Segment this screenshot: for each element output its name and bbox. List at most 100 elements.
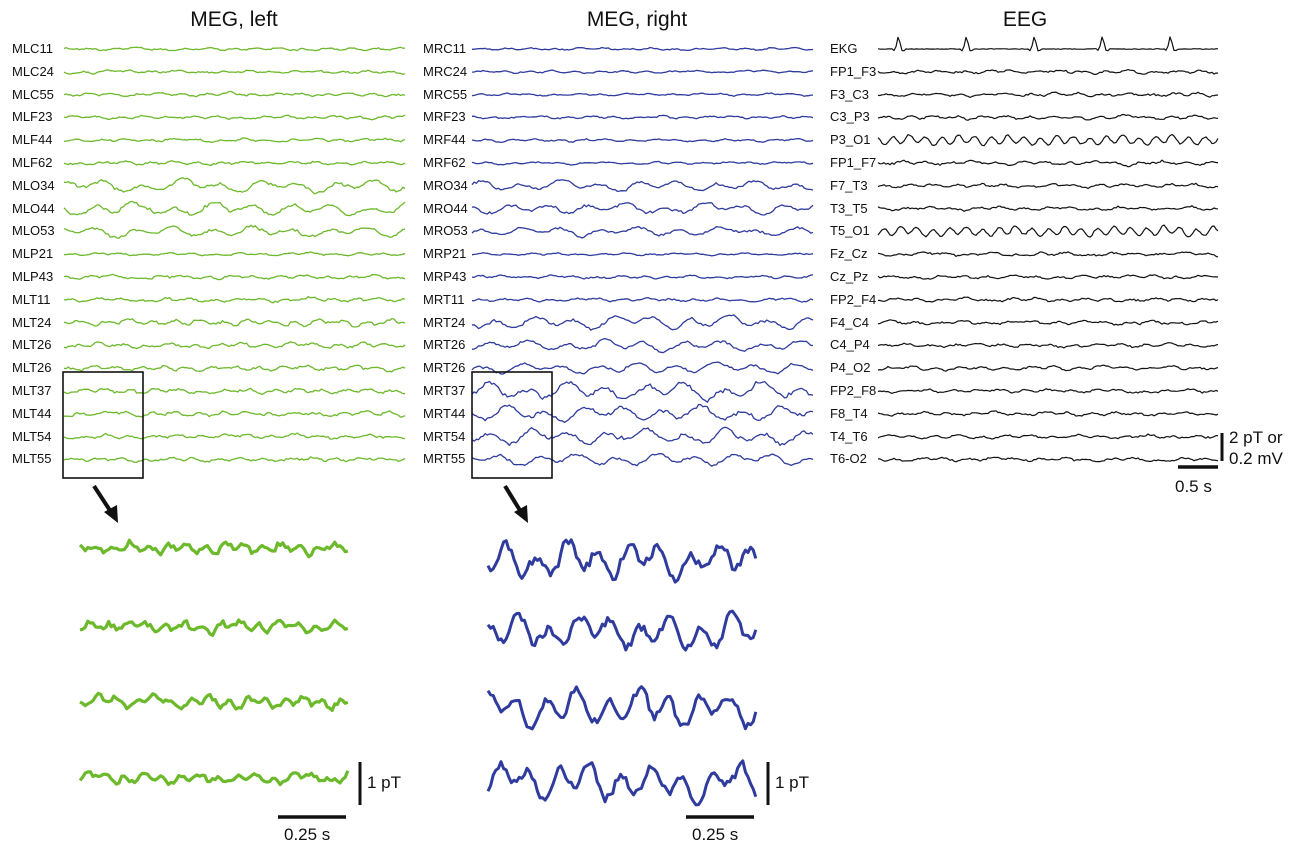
channel-label-mlt55: MLT55: [12, 451, 52, 467]
zoom-left-amplitude-label: 1 pT: [367, 773, 402, 792]
trace-mlf62-5: [63, 160, 406, 166]
channel-label-mlt54: MLT54: [12, 428, 52, 444]
channel-label-fz-cz: Fz_Cz: [830, 246, 868, 262]
trace-mlf23-3: [63, 114, 406, 121]
trace-mlo34-6: [63, 177, 406, 195]
eeg-traces: [877, 36, 1219, 463]
channel-label-f8-t4: F8_T4: [830, 405, 868, 421]
channel-label-mrt55: MRT55: [423, 451, 466, 467]
trace-mlp43-10: [63, 273, 406, 281]
trace-t5-o1: [877, 224, 1219, 238]
trace-mlt37-15: [63, 387, 406, 396]
channel-label-mrf44: MRF44: [423, 132, 466, 148]
channel-label-mlc55: MLC55: [12, 86, 54, 102]
channel-label-f4-c4: F4_C4: [830, 314, 870, 330]
title-eeg: EEG: [1002, 8, 1048, 31]
trace-mro53-8: [471, 226, 814, 239]
channel-label-mrp43: MRP43: [423, 269, 467, 284]
trace-t6-o2: [878, 456, 1219, 463]
arrow-right: [503, 484, 528, 523]
channel-label-fp2-f8: FP2_F8: [830, 383, 877, 398]
channel-label-mrf23: MRF23: [423, 109, 466, 125]
channel-label-mlo44: MLO44: [12, 200, 55, 216]
channel-label-mrc11: MRC11: [423, 41, 467, 56]
trace-ekg: [877, 36, 1219, 52]
trace-t3-t5: [877, 205, 1219, 212]
zoom-box-right: [471, 371, 553, 479]
trace-mrc11-0: [471, 46, 814, 52]
trace-t4-t6: [877, 433, 1218, 440]
zoom-left-trace-1: [78, 538, 349, 559]
channel-label-mlo53: MLO53: [12, 223, 55, 239]
trace-mrc24-1: [471, 69, 814, 75]
channel-label-mro44: MRO44: [423, 200, 468, 216]
channel-label-mrc55: MRC55: [423, 86, 468, 102]
channel-label-mrt26: MRT26: [423, 337, 466, 353]
channel-label-f7-t3: F7_T3: [830, 177, 868, 193]
trace-p3-o1: [877, 133, 1219, 147]
trace-mrt37-15: [471, 380, 814, 403]
trace-mlt26-13: [63, 341, 406, 350]
title-meg-right: MEG, right: [586, 8, 688, 31]
channel-label-fp2-f4: FP2_F4: [830, 291, 877, 307]
meg-left-traces: [63, 46, 406, 464]
trace-mlt54-17: [63, 432, 406, 440]
main-amplitude-label-2: 0.2 mV: [1229, 449, 1283, 468]
trace-f4-c4: [877, 319, 1219, 326]
trace-mrc55-2: [471, 92, 813, 97]
trace-fp1-f7: [877, 159, 1218, 168]
trace-mrt26-14: [471, 361, 814, 375]
title-meg-left: MEG, left: [190, 8, 278, 31]
trace-f7-t3: [877, 182, 1219, 190]
trace-mlt55-18: [63, 456, 406, 464]
zoom-left-traces: [78, 538, 350, 787]
channel-label-mlt26: MLT26: [12, 360, 52, 376]
main-time-label: 0.5 s: [1175, 477, 1212, 496]
trace-p4-o2: [877, 364, 1219, 372]
trace-mlo44-7: [63, 200, 406, 217]
trace-mlo53-8: [63, 224, 406, 239]
zoom-left-time-label: 0.25 s: [284, 825, 331, 844]
trace-mlt26-14: [63, 364, 406, 373]
channel-label-p3-o1: P3_O1: [830, 132, 871, 148]
channel-label-mlc24: MLC24: [12, 63, 54, 79]
channel-label-mrt44: MRT44: [423, 405, 466, 421]
channel-label-mrt24: MRT24: [423, 314, 466, 330]
channel-label-mrt11: MRT11: [423, 291, 465, 307]
trace-c4-p4: [877, 342, 1219, 349]
trace-mrt24-12: [471, 314, 814, 331]
zoom-right-trace-2: [486, 609, 758, 652]
channel-label-t4-t6: T4_T6: [830, 428, 868, 444]
zoom-right-trace-4: [486, 759, 758, 807]
channel-label-mrf62: MRF62: [423, 155, 466, 170]
zoom-left-trace-4: [78, 770, 350, 787]
channel-label-mrc24: MRC24: [423, 63, 468, 79]
trace-mrf62-5: [471, 160, 814, 166]
zoom-right-traces: [486, 538, 758, 807]
channel-label-mlo34: MLO34: [12, 177, 55, 193]
channel-label-mlt44: MLT44: [12, 405, 52, 421]
trace-mrp43-10: [471, 274, 814, 280]
trace-mlp21-9: [64, 251, 406, 257]
zoom-left-trace-3: [79, 691, 349, 712]
trace-f3-c3: [877, 91, 1218, 98]
trace-c3-p3: [877, 113, 1219, 121]
channel-label-mro53: MRO53: [423, 223, 468, 239]
main-amplitude-label-1: 2 pT or: [1229, 428, 1283, 447]
channel-label-mlp43: MLP43: [12, 269, 54, 284]
channel-label-mlt24: MLT24: [12, 314, 52, 330]
channel-label-mrt26: MRT26: [423, 360, 466, 376]
trace-mrt26-13: [471, 338, 814, 354]
channel-label-mlt26: MLT26: [12, 337, 52, 353]
channel-label-mlt11: MLT11: [12, 291, 51, 307]
trace-mrp21-9: [471, 252, 814, 257]
channel-label-mlf44: MLF44: [12, 132, 53, 148]
channel-label-mlp21: MLP21: [12, 246, 54, 262]
trace-mlt44-16: [63, 410, 406, 418]
trace-mlt11-11: [63, 295, 406, 304]
channel-label-c3-p3: C3_P3: [830, 109, 870, 125]
zoom-right-trace-1: [486, 538, 758, 584]
channel-label-mlf23: MLF23: [12, 109, 53, 125]
channel-label-ekg: EKG: [830, 41, 858, 56]
